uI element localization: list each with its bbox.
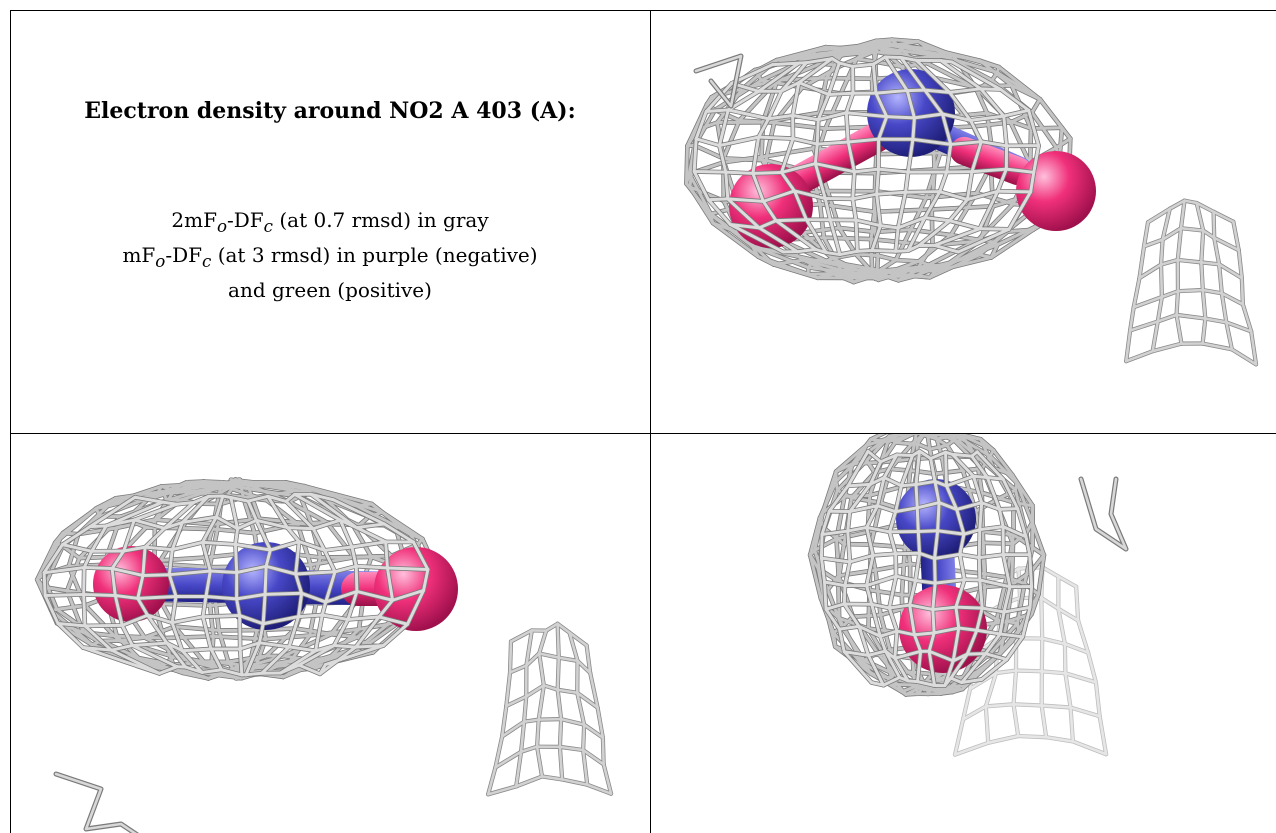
legend-line-colors: and green (positive) <box>228 278 432 302</box>
table-border-top <box>10 10 1276 11</box>
legend-line-fofc: mFo-DFc (at 3 rmsd) in purple (negative) <box>122 243 538 271</box>
electron-density-mesh-icon <box>34 477 614 833</box>
panel-bottom-right <box>651 434 1276 833</box>
electron-density-mesh-icon <box>684 37 1259 367</box>
electron-density-mesh-icon <box>807 434 1129 757</box>
figure-legend: 2mFo-DFc (at 0.7 rmsd) in gray mFo-DFc (… <box>122 206 537 305</box>
table-divider-vertical <box>650 10 651 833</box>
panel-bottom-left <box>11 434 650 833</box>
table-divider-horizontal <box>10 433 1276 434</box>
caption-cell: Electron density around NO2 A 403 (A): 2… <box>10 10 650 434</box>
legend-line-2fofc: 2mFo-DFc (at 0.7 rmsd) in gray <box>171 208 489 236</box>
table-border-left <box>10 10 11 833</box>
panel-top-right <box>651 11 1276 433</box>
figure-title: Electron density around NO2 A 403 (A): <box>84 98 576 124</box>
